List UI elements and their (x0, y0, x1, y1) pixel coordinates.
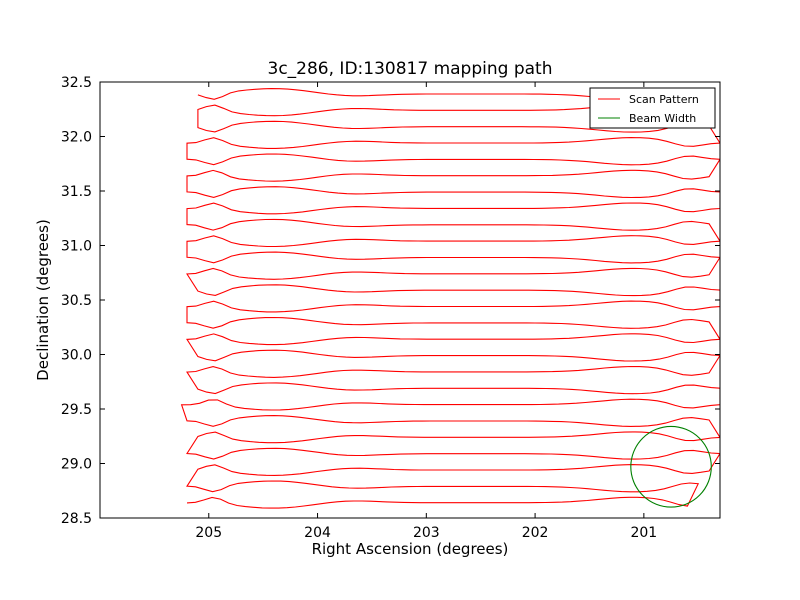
y-axis-label: Declination (degrees) (34, 219, 52, 381)
x-tick-label: 201 (630, 525, 657, 541)
y-tick-label: 30.5 (61, 293, 92, 309)
x-tick-label: 203 (413, 525, 440, 541)
chart-title: 3c_286, ID:130817 mapping path (268, 59, 553, 79)
x-tick-label: 202 (522, 525, 549, 541)
x-axis: 205 204 203 202 201 (195, 82, 657, 541)
y-tick-label: 28.5 (61, 511, 92, 527)
beam-width-series (630, 425, 712, 508)
plot-frame (99, 81, 721, 519)
beam-width-circle (630, 425, 712, 508)
y-tick-label: 29.0 (61, 457, 92, 473)
x-tick-label: 205 (195, 525, 222, 541)
scan-pattern-series (180, 88, 720, 509)
legend-label-beam-width: Beam Width (629, 112, 696, 125)
x-axis-label: Right Ascension (degrees) (312, 540, 509, 558)
y-tick-label: 31.5 (61, 184, 92, 200)
y-tick-label: 32.0 (61, 130, 92, 146)
legend-box (589, 87, 716, 129)
legend: Scan Pattern Beam Width (589, 87, 716, 129)
y-axis: 28.5 29.0 29.5 30.0 30.5 31.0 31.5 32.0 32.5 (61, 75, 720, 527)
scan-pattern-line (180, 88, 720, 509)
y-tick-label: 32.5 (61, 75, 92, 91)
y-tick-label: 30.0 (61, 348, 92, 364)
legend-label-scan-pattern: Scan Pattern (629, 93, 699, 106)
y-tick-label: 31.0 (61, 239, 92, 255)
y-tick-label: 29.5 (61, 402, 92, 418)
x-tick-label: 204 (304, 525, 331, 541)
